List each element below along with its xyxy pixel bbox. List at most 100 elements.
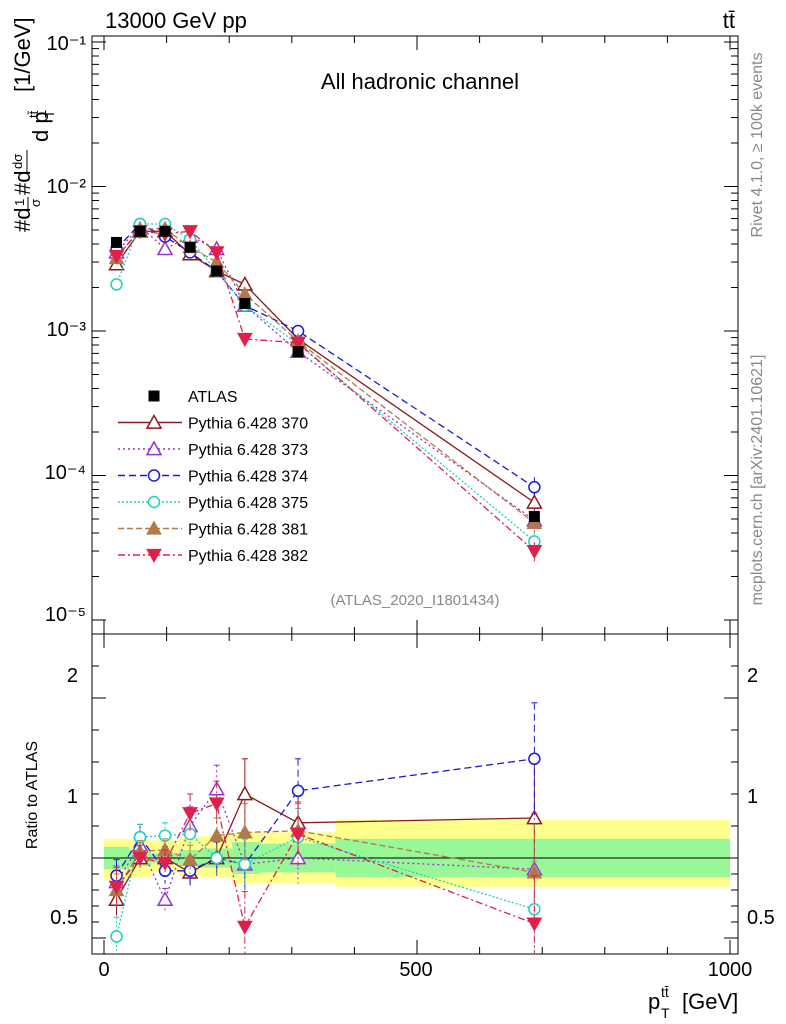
ratio-point bbox=[290, 827, 306, 843]
legend-label: Pythia 6.428 382 bbox=[188, 548, 308, 565]
main-panel bbox=[91, 35, 739, 635]
svg-text:d p: d p bbox=[28, 111, 53, 142]
main-series-layer bbox=[108, 217, 543, 562]
series-point bbox=[208, 246, 225, 261]
svg-text:T: T bbox=[661, 1005, 670, 1021]
legend-label: Pythia 6.428 373 bbox=[188, 442, 308, 459]
x-axis-label: p T tt̄ [GeV] bbox=[648, 984, 738, 1021]
series-line bbox=[116, 223, 535, 488]
svg-text:dσ: dσ bbox=[10, 154, 25, 169]
ratio-series-layer bbox=[108, 702, 543, 954]
atlas-point bbox=[211, 265, 223, 277]
svg-text:p: p bbox=[648, 989, 660, 1014]
ratio-y-axis-label: Ratio to ATLAS bbox=[24, 741, 41, 849]
rivet-version-label: Rivet 4.1.0, ≥ 100k events bbox=[749, 53, 766, 238]
atlas-point bbox=[134, 225, 146, 237]
legend-label: Pythia 6.428 370 bbox=[188, 416, 308, 433]
main-ytick-label: 10⁻² bbox=[47, 176, 87, 198]
ratio-point bbox=[208, 797, 225, 812]
legend-marker bbox=[146, 548, 162, 564]
x-ticks bbox=[103, 36, 731, 954]
process-label: tt̄ bbox=[723, 8, 735, 33]
atlas-point bbox=[159, 225, 171, 237]
ratio-point bbox=[526, 917, 543, 932]
main-ytick-label: 10⁻⁴ bbox=[45, 462, 86, 484]
ratio-ytick-label: 2 bbox=[67, 665, 78, 687]
atlas-point bbox=[292, 346, 304, 358]
ratio-point bbox=[291, 784, 305, 798]
svg-text:[1/GeV]: [1/GeV] bbox=[10, 17, 35, 92]
atlas-point bbox=[111, 236, 123, 248]
ratio-point bbox=[157, 856, 173, 871]
ratio-ytick-label-right: 2 bbox=[747, 665, 758, 687]
ratio-point bbox=[208, 780, 225, 796]
ratio-point bbox=[108, 880, 125, 895]
legend-marker bbox=[145, 413, 163, 429]
svg-text:σ: σ bbox=[28, 199, 43, 207]
xtick-label: 1000 bbox=[708, 959, 753, 981]
main-ytick-label: 10⁻³ bbox=[47, 319, 87, 341]
series-point bbox=[528, 480, 541, 494]
main-y-axis-label: #d 1 σ #d dσ d p T tt̄ [1/GeV] bbox=[10, 17, 57, 232]
legend-label-atlas: ATLAS bbox=[188, 389, 238, 406]
ratio-point bbox=[528, 752, 541, 766]
xtick-label: 500 bbox=[399, 959, 432, 981]
series-point bbox=[526, 544, 543, 560]
legend-marker bbox=[145, 440, 163, 456]
ratio-line bbox=[115, 758, 535, 876]
legend-marker-atlas bbox=[148, 390, 160, 402]
ratio-point bbox=[132, 851, 148, 867]
ratio-ytick-label: 1 bbox=[67, 786, 78, 808]
ratio-point bbox=[110, 930, 123, 943]
series-line bbox=[115, 230, 535, 504]
svg-text:#d: #d bbox=[10, 208, 35, 232]
series-point bbox=[156, 240, 174, 256]
series-point bbox=[290, 336, 306, 351]
legend-label: Pythia 6.428 375 bbox=[188, 495, 308, 512]
ratio-uncertainty-bands bbox=[104, 819, 730, 887]
legend-label: Pythia 6.428 374 bbox=[188, 469, 308, 486]
main-ytick-label: 10⁻¹ bbox=[47, 33, 87, 55]
svg-text:[GeV]: [GeV] bbox=[682, 989, 738, 1014]
series-point bbox=[237, 332, 253, 348]
ratio-point bbox=[208, 827, 225, 842]
ratio-ytick-label-right: 0.5 bbox=[747, 907, 775, 929]
ratio-point bbox=[236, 785, 254, 801]
ratio-point bbox=[182, 807, 198, 822]
ratio-y-ticks bbox=[92, 665, 738, 939]
series-line bbox=[116, 228, 535, 524]
ratio-point bbox=[237, 920, 253, 935]
legend-marker bbox=[146, 520, 162, 535]
main-ytick-label: 10⁻⁵ bbox=[45, 604, 86, 626]
svg-text:#d: #d bbox=[10, 171, 35, 195]
ratio-point bbox=[156, 891, 174, 906]
svg-text:tt̄: tt̄ bbox=[661, 984, 669, 1000]
ratio-point bbox=[237, 824, 253, 839]
svg-text:tt̄: tt̄ bbox=[26, 110, 41, 118]
ratio-ytick-label: 0.5 bbox=[50, 907, 78, 929]
ratio-line bbox=[116, 802, 535, 929]
energy-label: 13000 GeV pp bbox=[105, 8, 247, 33]
mcplots-label: mcplots.cern.ch [arXiv:2401.10621] bbox=[749, 355, 766, 606]
legend-marker bbox=[147, 469, 161, 482]
analysis-id-label: (ATLAS_2020_I1801434) bbox=[330, 592, 499, 609]
ratio-point bbox=[182, 851, 198, 866]
series-point bbox=[182, 225, 198, 240]
main-y-ticks bbox=[92, 41, 738, 621]
legend: ATLAS Pythia 6.428 370 Pythia 6.428 373 Pyt… bbox=[118, 389, 308, 565]
series-point bbox=[110, 278, 123, 291]
ratio-point bbox=[210, 851, 223, 865]
atlas-point bbox=[184, 241, 196, 253]
xtick-label: 0 bbox=[98, 959, 109, 981]
series-line bbox=[116, 230, 535, 552]
svg-text:T: T bbox=[42, 110, 57, 118]
series-point bbox=[108, 249, 125, 265]
atlas-point bbox=[239, 297, 251, 309]
series-line bbox=[115, 223, 535, 542]
svg-text:1: 1 bbox=[12, 199, 27, 206]
channel-label: All hadronic channel bbox=[321, 69, 519, 94]
atlas-point bbox=[528, 511, 540, 523]
legend-marker bbox=[147, 495, 161, 509]
series-point bbox=[526, 514, 543, 529]
